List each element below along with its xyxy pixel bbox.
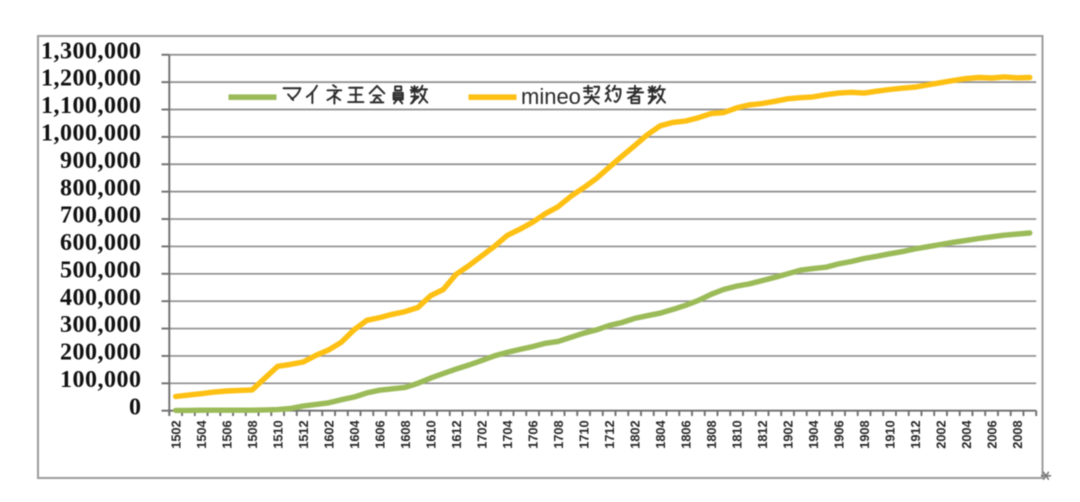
svg-text:1802: 1802 — [628, 420, 643, 448]
svg-text:1612: 1612 — [449, 420, 464, 448]
svg-text:1608: 1608 — [398, 420, 413, 448]
svg-text:1912: 1912 — [908, 420, 923, 448]
svg-text:2002: 2002 — [934, 420, 949, 448]
svg-text:1806: 1806 — [679, 420, 694, 448]
svg-text:1,100,000: 1,100,000 — [41, 93, 142, 119]
svg-text:1910: 1910 — [883, 420, 898, 448]
svg-text:800,000: 800,000 — [60, 175, 142, 201]
svg-text:1,000,000: 1,000,000 — [41, 121, 142, 147]
svg-text:1610: 1610 — [424, 420, 439, 448]
svg-text:1602: 1602 — [322, 420, 337, 448]
svg-text:1812: 1812 — [755, 420, 770, 448]
svg-text:1512: 1512 — [296, 420, 311, 448]
svg-text:1710: 1710 — [577, 420, 592, 448]
svg-text:600,000: 600,000 — [60, 230, 142, 256]
svg-text:2008: 2008 — [1010, 420, 1025, 448]
svg-text:1908: 1908 — [857, 420, 872, 448]
svg-text:900,000: 900,000 — [60, 148, 142, 174]
svg-text:1712: 1712 — [602, 420, 617, 448]
svg-text:1606: 1606 — [373, 420, 388, 448]
svg-text:500,000: 500,000 — [60, 257, 142, 283]
svg-text:1,300,000: 1,300,000 — [41, 38, 142, 64]
svg-text:2004: 2004 — [959, 419, 974, 448]
svg-text:300,000: 300,000 — [60, 312, 142, 338]
svg-text:1502: 1502 — [169, 420, 184, 448]
svg-text:1508: 1508 — [245, 420, 260, 448]
svg-text:1706: 1706 — [526, 420, 541, 448]
svg-text:1902: 1902 — [781, 420, 796, 448]
svg-text:1604: 1604 — [347, 419, 362, 448]
svg-text:700,000: 700,000 — [60, 203, 142, 229]
svg-text:1904: 1904 — [806, 419, 821, 448]
svg-text:1504: 1504 — [194, 419, 209, 448]
svg-text:100,000: 100,000 — [60, 367, 142, 393]
svg-text:200,000: 200,000 — [60, 340, 142, 366]
svg-text:0: 0 — [129, 394, 142, 420]
svg-text:1804: 1804 — [653, 419, 668, 448]
svg-text:mineo: mineo — [521, 84, 581, 109]
svg-text:1704: 1704 — [500, 419, 515, 448]
svg-text:1810: 1810 — [730, 420, 745, 448]
svg-text:1808: 1808 — [704, 420, 719, 448]
svg-text:1510: 1510 — [271, 420, 286, 448]
svg-text:1,200,000: 1,200,000 — [41, 66, 142, 92]
svg-text:2006: 2006 — [985, 420, 1000, 448]
svg-text:400,000: 400,000 — [60, 285, 142, 311]
svg-text:1506: 1506 — [220, 420, 235, 448]
svg-text:1906: 1906 — [832, 420, 847, 448]
svg-text:1708: 1708 — [551, 420, 566, 448]
svg-text:1702: 1702 — [475, 420, 490, 448]
